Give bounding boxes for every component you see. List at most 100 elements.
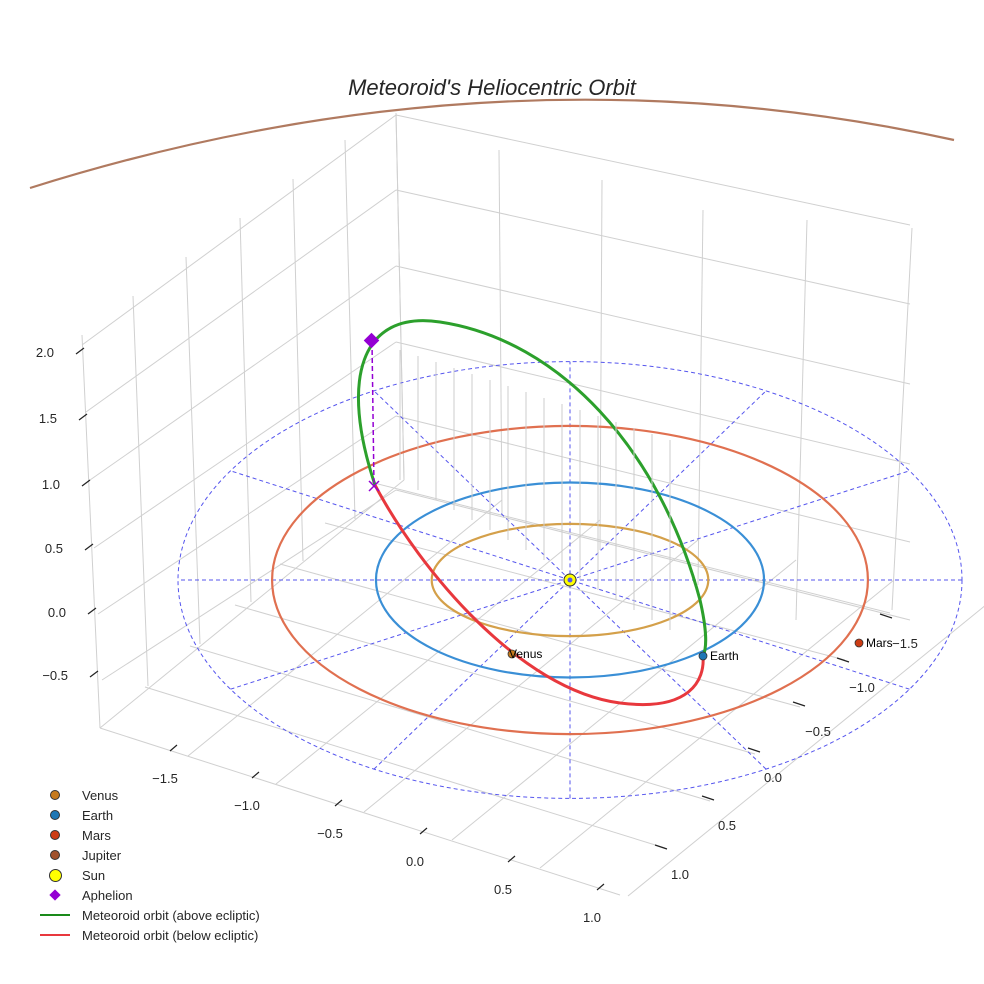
grid-line [369, 481, 891, 614]
legend-label: Mars [82, 827, 111, 843]
y-tick-label: −0.5 [805, 724, 831, 739]
venus-marker [507, 649, 517, 659]
grid-line [99, 479, 405, 729]
y-tick-label: −1.5 [892, 636, 918, 651]
x-tick-label: 0.5 [494, 882, 512, 897]
grid-line [539, 579, 895, 869]
x-tick [169, 744, 178, 752]
grid-line [395, 341, 911, 465]
y-tick-label: 1.0 [671, 867, 689, 882]
orbit-mars [270, 424, 870, 736]
dot-icon [38, 808, 72, 822]
orbit-jupiter [29, 98, 955, 190]
y-tick-label: 0.5 [718, 818, 736, 833]
grid-line [395, 189, 911, 305]
grid-layer [81, 112, 984, 897]
x-tick-label: −1.0 [234, 798, 260, 813]
legend-item: Aphelion [38, 885, 260, 905]
x-tick-label: −0.5 [317, 826, 343, 841]
dot-icon [38, 848, 72, 862]
z-tick [84, 543, 94, 551]
grid-line [697, 209, 704, 586]
y-tick [701, 795, 715, 801]
x-tick [507, 855, 516, 863]
grid-line [627, 605, 984, 897]
x-tick [596, 883, 605, 891]
legend-label: Earth [82, 807, 114, 823]
orbit-earth [374, 481, 766, 679]
z-tick [89, 670, 99, 678]
legend-label: Venus [82, 787, 119, 803]
z-tick-label: −0.5 [42, 668, 68, 683]
grid-line [99, 727, 621, 896]
legend-label: Meteoroid orbit (below ecliptic) [82, 927, 259, 943]
grid-line [101, 489, 397, 681]
mars-label: Mars [866, 636, 893, 650]
z-tick [81, 479, 91, 487]
y-tick [747, 747, 761, 753]
chart-title: Meteoroid's Heliocentric Orbit [348, 75, 637, 100]
orbit-venus [430, 522, 710, 638]
grid-line [795, 219, 808, 621]
z-tick-label: 1.0 [42, 477, 60, 492]
grid-line [97, 415, 397, 615]
grid-line [324, 522, 846, 661]
x-tick-label: 1.0 [583, 910, 601, 925]
x-tick [251, 771, 260, 779]
x-tick-label: 0.0 [406, 854, 424, 869]
meteoroid-orbit [357, 319, 708, 706]
axis-ticks: −0.5 0.0 0.5 1.0 1.5 2.0 −1.5 −1.0 −0.5 0.0 0.5 1.0… [36, 345, 918, 925]
markers: Venus Earth Mars [363, 332, 893, 663]
legend-item: Venus [38, 785, 260, 805]
grid-line [185, 256, 201, 645]
legend-item: Meteoroid orbit (above ecliptic) [38, 905, 260, 925]
grid-line [891, 227, 913, 611]
aphelion-marker [363, 332, 380, 349]
z-tick [75, 347, 85, 355]
aphelion-projection-marker [368, 480, 380, 492]
grid-line [395, 489, 911, 621]
earth-marker [698, 651, 708, 661]
z-tick [87, 607, 97, 615]
legend-label: Meteoroid orbit (above ecliptic) [82, 907, 260, 923]
grid-line [498, 149, 503, 516]
grid-line [85, 189, 397, 413]
dot-icon [38, 828, 72, 842]
legend-item: Sun [38, 865, 260, 885]
venus-label: Venus [509, 647, 542, 661]
sun-center [567, 577, 573, 583]
y-tick [836, 657, 850, 663]
line-swatch-icon [38, 928, 72, 942]
grid-line [599, 179, 603, 551]
aphelion-dropline [371, 341, 375, 487]
legend-item: Earth [38, 805, 260, 825]
grid-line [292, 178, 304, 562]
y-tick [654, 844, 668, 850]
diamond-icon [38, 888, 72, 902]
x-tick [419, 827, 428, 835]
x-tick-label: −1.5 [152, 771, 178, 786]
grid-line [451, 559, 797, 841]
z-tick [78, 413, 88, 421]
legend-label: Jupiter [82, 847, 122, 863]
legend-item: Jupiter [38, 845, 260, 865]
x-tick [334, 799, 343, 807]
y-tick [879, 613, 893, 619]
line-swatch-icon [38, 908, 72, 922]
grid-line [89, 265, 397, 481]
grid-line [81, 114, 397, 346]
mars-marker [854, 638, 864, 648]
grid-line [187, 499, 503, 757]
grid-line [344, 139, 356, 520]
legend-item: Meteoroid orbit (below ecliptic) [38, 925, 260, 945]
grid-line [189, 645, 711, 802]
grid-line [239, 217, 252, 603]
z-tick-label: 2.0 [36, 345, 54, 360]
legend-label: Aphelion [82, 887, 133, 903]
legend-item: Mars [38, 825, 260, 845]
dot-icon [38, 868, 72, 882]
grid-line [81, 334, 101, 729]
grid-line [132, 295, 149, 687]
planet-orbits [29, 98, 955, 736]
